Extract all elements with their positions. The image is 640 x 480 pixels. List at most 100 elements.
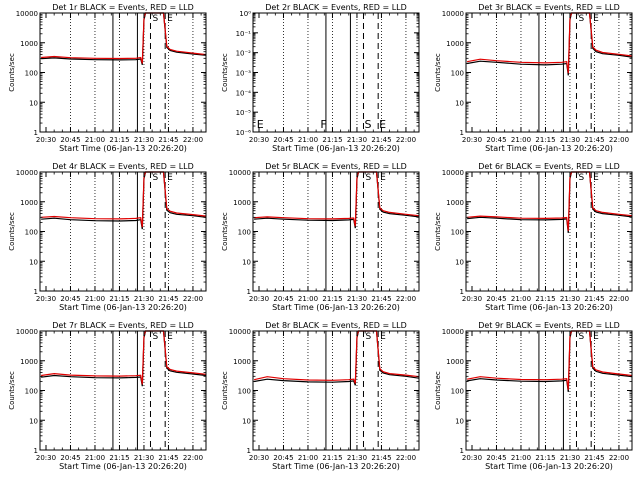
x-axis-title: Start Time (06-Jan-13 20:26:20)	[272, 303, 400, 312]
x-axis-title: Start Time (06-Jan-13 20:26:20)	[59, 144, 187, 153]
series-line-lld	[41, 12, 207, 64]
marker-label: E	[167, 173, 173, 183]
y-tick-label: 100	[451, 388, 464, 396]
panel-title: Det 4r BLACK = Events, RED = LLD	[52, 162, 194, 171]
x-tick-label: 22:00	[396, 454, 416, 462]
marker-label: E	[167, 332, 173, 342]
y-tick-label: 1	[460, 288, 464, 296]
y-tick-label: 10000	[16, 169, 38, 177]
y-axis-title: Counts/sec	[434, 53, 442, 92]
panel-det-9: Det 9r BLACK = Events, RED = LLD S E 1 10 100…	[434, 321, 633, 471]
x-axis-title: Start Time (06-Jan-13 20:26:20)	[59, 303, 187, 312]
y-axis-title: Counts/sec	[221, 371, 229, 410]
panel-title: Det 9r BLACK = Events, RED = LLD	[478, 321, 620, 330]
marker-label: E	[380, 332, 386, 342]
y-tick-label: 1	[34, 129, 38, 137]
x-tick-label: 20:45	[486, 454, 506, 462]
y-tick-label: 10000	[229, 328, 251, 336]
panel-det-7: Det 7r BLACK = Events, RED = LLD S E 1 10 100…	[8, 321, 207, 471]
x-tick-label: 21:45	[158, 454, 178, 462]
marker-label: S	[365, 332, 371, 342]
x-tick-label: 22:00	[183, 136, 203, 144]
x-tick-label: 20:30	[36, 454, 56, 462]
series-line-lld	[467, 171, 633, 231]
panel-det-6: Det 6r BLACK = Events, RED = LLD S E 1 10 100…	[434, 162, 633, 312]
x-tick-label: 20:30	[36, 295, 56, 303]
marker-label: E	[257, 118, 264, 131]
panel-title: Det 8r BLACK = Events, RED = LLD	[265, 321, 407, 330]
panel-det-4: Det 4r BLACK = Events, RED = LLD S E 1 10 100…	[8, 162, 207, 312]
y-tick-label: 10	[29, 258, 38, 266]
marker-label: S	[152, 332, 158, 342]
y-tick-label: 10⁻³	[236, 70, 252, 78]
marker-label: S	[578, 173, 584, 183]
y-tick-label: 10⁻²	[236, 50, 252, 58]
y-tick-label: 10⁻⁶	[236, 129, 252, 137]
y-tick-label: 1	[34, 447, 38, 455]
x-tick-label: 21:00	[85, 454, 105, 462]
x-tick-label: 20:45	[273, 136, 293, 144]
y-axis-title: Counts/sec	[221, 53, 229, 92]
x-tick-label: 20:30	[249, 136, 269, 144]
x-tick-label: 21:30	[134, 136, 154, 144]
series-line-lld	[466, 12, 633, 74]
y-tick-label: 10⁰	[239, 10, 251, 18]
marker-label: S	[152, 173, 158, 183]
x-tick-label: 20:45	[486, 136, 506, 144]
y-tick-label: 1	[247, 288, 251, 296]
x-tick-label: 20:30	[249, 454, 269, 462]
x-tick-label: 20:30	[462, 454, 482, 462]
panel-det-5: Det 5r BLACK = Events, RED = LLD S E 1 10 100…	[221, 162, 420, 312]
y-tick-label: 1000	[233, 199, 251, 207]
x-tick-label: 20:30	[249, 295, 269, 303]
x-tick-label: 21:30	[560, 295, 580, 303]
x-tick-label: 21:15	[109, 136, 129, 144]
y-tick-label: 1000	[20, 358, 38, 366]
x-tick-label: 21:00	[298, 136, 318, 144]
marker-label: S	[152, 14, 158, 24]
x-tick-label: 21:30	[134, 454, 154, 462]
y-tick-label: 1	[460, 447, 464, 455]
y-tick-label: 10	[242, 258, 251, 266]
panel-det-1: Det 1r BLACK = Events, RED = LLD S E 1 10 100…	[8, 3, 207, 153]
x-tick-label: 21:00	[85, 136, 105, 144]
marker-label: F	[320, 118, 326, 131]
x-tick-label: 21:15	[322, 454, 342, 462]
y-tick-label: 10	[455, 417, 464, 425]
x-tick-label: 20:45	[273, 295, 293, 303]
y-tick-label: 10	[29, 99, 38, 107]
y-tick-label: 1000	[446, 199, 464, 207]
x-tick-label: 21:00	[298, 295, 318, 303]
x-tick-label: 21:30	[347, 136, 367, 144]
x-tick-label: 21:00	[511, 454, 531, 462]
y-tick-label: 1000	[446, 40, 464, 48]
x-tick-label: 21:30	[347, 454, 367, 462]
y-tick-label: 10⁻⁴	[236, 89, 252, 97]
x-tick-label: 21:45	[584, 136, 604, 144]
y-tick-label: 10000	[16, 10, 38, 18]
y-tick-label: 10	[242, 417, 251, 425]
x-tick-label: 22:00	[396, 295, 416, 303]
panel-title: Det 5r BLACK = Events, RED = LLD	[265, 162, 407, 171]
x-tick-label: 21:00	[85, 295, 105, 303]
y-tick-label: 10000	[442, 10, 464, 18]
y-tick-label: 1000	[20, 40, 38, 48]
y-tick-label: 100	[25, 70, 38, 78]
y-tick-label: 1000	[20, 199, 38, 207]
series-line-lld	[254, 171, 420, 227]
panel-title: Det 6r BLACK = Events, RED = LLD	[478, 162, 620, 171]
x-tick-label: 21:15	[109, 295, 129, 303]
y-tick-label: 100	[238, 388, 251, 396]
x-axis-title: Start Time (06-Jan-13 20:26:20)	[272, 144, 400, 153]
panel-title: Det 2r BLACK = Events, RED = LLD	[265, 3, 407, 12]
marker-label: E	[380, 173, 386, 183]
marker-label: E	[593, 14, 599, 24]
x-tick-label: 21:45	[158, 295, 178, 303]
x-tick-label: 21:15	[535, 136, 555, 144]
y-tick-label: 1	[34, 288, 38, 296]
panel-title: Det 3r BLACK = Events, RED = LLD	[478, 3, 620, 12]
marker-label: E	[593, 332, 599, 342]
y-tick-label: 100	[25, 229, 38, 237]
x-tick-label: 22:00	[183, 295, 203, 303]
